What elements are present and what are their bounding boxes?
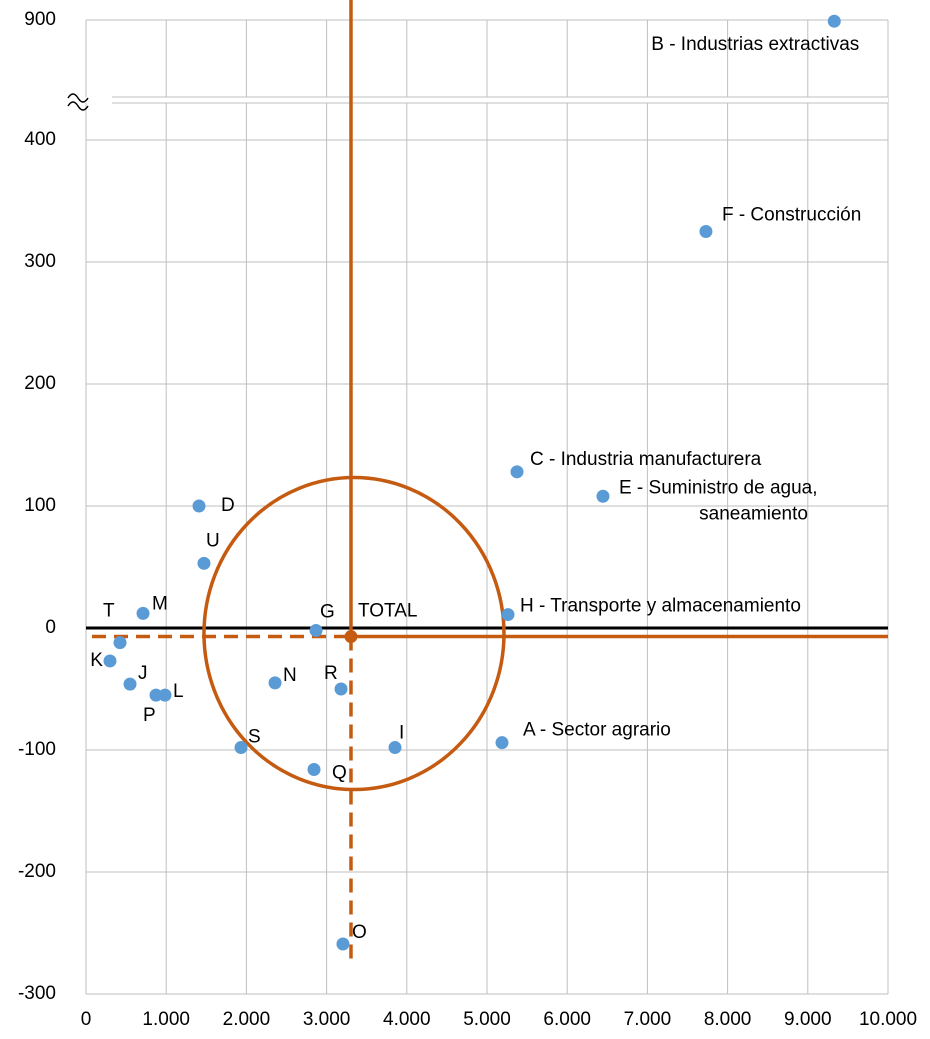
point [334,682,348,696]
y-tick-label: 900 [24,9,56,30]
point [344,630,358,644]
point [309,623,323,637]
point-label: L [173,681,184,702]
y-tick-label: -300 [18,983,56,1004]
x-tick-label: 6.000 [543,1009,591,1030]
point-label: C - Industria manufacturera [530,449,762,470]
point-label: TOTAL [358,601,417,622]
point-label: M [152,593,168,614]
point-label: O [352,922,367,943]
x-tick-label: 3.000 [303,1009,351,1030]
axis-break-gap [82,97,888,103]
point [234,741,248,755]
x-tick-label: 2.000 [223,1009,271,1030]
point-label: R [324,663,338,684]
y-tick-label: 300 [24,251,56,272]
x-tick-label: 10.000 [859,1009,917,1030]
x-tick-label: 0 [81,1009,92,1030]
y-tick-label: -100 [18,739,56,760]
point [510,465,524,479]
point [336,937,350,951]
point-label: D [221,495,235,516]
point-label: S [248,727,261,748]
y-tick-label: -200 [18,861,56,882]
point [113,636,127,650]
x-tick-label: 8.000 [704,1009,752,1030]
point [136,606,150,620]
point-label: A - Sector agrario [523,720,671,741]
point-label: U [206,530,220,551]
point-label: G [320,601,335,622]
x-tick-label: 1.000 [142,1009,190,1030]
point-label: saneamiento [699,503,808,524]
point [158,688,172,702]
point-label: K [90,650,103,671]
x-tick-label: 9.000 [784,1009,832,1030]
point [197,556,211,570]
reference-circle [202,475,506,792]
x-tick-label: 5.000 [463,1009,511,1030]
point-label: F - Construcción [722,205,861,226]
point [103,654,117,668]
y-tick-label: 100 [24,495,56,516]
point [268,676,282,690]
point-label: I [399,723,404,744]
y-tick-label: 400 [24,129,56,150]
point [307,763,321,777]
point-label: N [283,665,297,686]
point-label: B - Industrias extractivas [651,34,859,55]
x-tick-label: 4.000 [383,1009,431,1030]
point [827,14,841,28]
point [495,736,509,750]
point [388,741,402,755]
x-tick-label: 7.000 [624,1009,672,1030]
y-tick-label: 200 [24,373,56,394]
point [192,499,206,513]
point [699,225,713,238]
point-label: T [103,601,115,622]
point-label: H - Transporte y almacenamiento [520,596,801,617]
point-label: P [143,705,156,726]
point [123,677,137,691]
point-label: Q [332,763,347,784]
y-tick-label: 0 [45,617,56,638]
point-label: E - Suministro de agua, [619,477,818,498]
point-label: J [138,663,148,684]
axis-break-symbol [67,93,89,111]
point [149,688,163,702]
point [596,489,610,503]
point [501,608,515,622]
